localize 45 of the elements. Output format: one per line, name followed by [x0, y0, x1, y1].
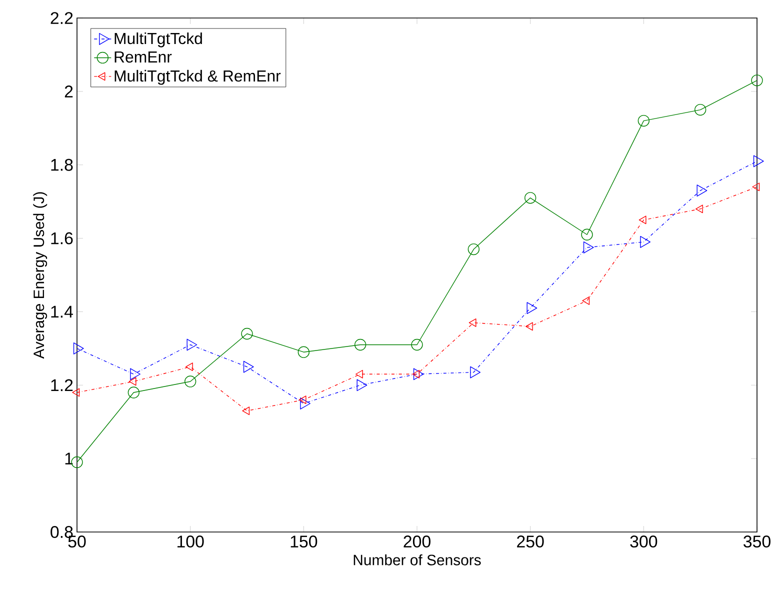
- point: [752, 182, 760, 192]
- point: [72, 388, 80, 397]
- y-tick-label: 1: [65, 452, 73, 464]
- point: [582, 296, 590, 305]
- point: [694, 104, 706, 116]
- point: [356, 370, 363, 378]
- y-tick-label: 2: [64, 86, 73, 98]
- x-tick-label: 300: [630, 536, 658, 548]
- point: [412, 370, 420, 378]
- point: [581, 228, 593, 240]
- y-tick-label: 1.4: [51, 306, 73, 318]
- point: [638, 216, 646, 224]
- y-tick-label: 2.2: [50, 12, 73, 24]
- x-tick-label: 200: [404, 536, 430, 548]
- legend-label: MultiTgtTckd & RemEnr: [114, 70, 281, 85]
- point: [128, 386, 140, 398]
- y-axis-title: Average Energy Used (J): [33, 192, 48, 359]
- y-tick-label: 1.2: [51, 379, 73, 392]
- x-tick-label: 150: [290, 536, 318, 548]
- point: [411, 338, 423, 351]
- point: [524, 192, 536, 204]
- point: [751, 74, 763, 86]
- x-tick-label: 50: [68, 536, 86, 548]
- x-tick-label: 100: [178, 536, 204, 548]
- point: [298, 396, 306, 404]
- point: [184, 376, 196, 388]
- point: [638, 114, 650, 127]
- legend-label: RemEnr: [114, 51, 172, 63]
- x-axis-title: Number of Sensors: [354, 554, 481, 566]
- y-tick-label: 0.8: [50, 526, 73, 538]
- point: [354, 338, 366, 351]
- point: [242, 406, 250, 416]
- point: [298, 346, 310, 358]
- x-tick-label: 350: [744, 536, 770, 548]
- point: [468, 243, 480, 256]
- point: [468, 318, 476, 327]
- y-tick-label: 1.8: [51, 158, 73, 171]
- legend-label: MultiTgtTckd: [114, 32, 202, 48]
- x-tick-label: 250: [517, 536, 544, 548]
- point: [241, 328, 253, 340]
- point: [128, 377, 136, 386]
- point: [526, 322, 533, 331]
- point: [696, 204, 703, 214]
- point: [186, 362, 193, 372]
- y-tick-label: 1.6: [51, 232, 73, 244]
